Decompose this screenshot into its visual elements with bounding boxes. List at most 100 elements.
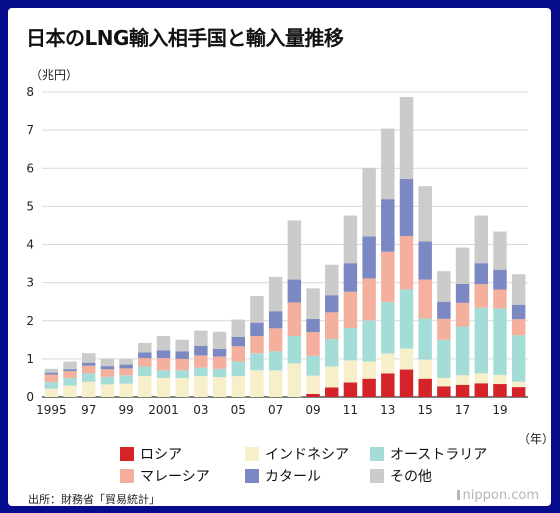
y-axis-unit-label: （兆円） (30, 68, 79, 82)
legend-item: インドネシア (245, 444, 370, 464)
legend-item: オーストラリア (370, 444, 500, 464)
x-tick-label: 05 (231, 403, 246, 417)
bar-segment-6 (100, 358, 115, 367)
bar-segment-4 (82, 365, 96, 374)
bar-segment-2 (381, 353, 395, 374)
x-tick-label: 17 (455, 403, 470, 417)
y-tick-label: 5 (26, 199, 34, 213)
bar-segment-4 (511, 319, 526, 336)
bar-segment-2 (63, 385, 77, 397)
bar-segment-4 (418, 279, 432, 319)
bar-segment-5 (194, 345, 208, 356)
bar-segment-5 (362, 236, 376, 279)
bar-segment-2 (493, 374, 507, 385)
legend-item: マレーシア (120, 466, 245, 486)
bar-segment-5 (138, 352, 152, 359)
bar-segment-4 (156, 358, 171, 371)
legend-swatch (120, 447, 134, 461)
bar-segment-3 (156, 370, 171, 378)
bar-segment-2 (362, 361, 376, 379)
bar-segment-5 (343, 263, 358, 292)
bar-segment-2 (306, 375, 320, 394)
bar-segment-3 (63, 377, 77, 386)
legend-swatch (370, 469, 384, 483)
legend-item: カタール (245, 466, 370, 486)
x-tick-label: 09 (305, 403, 320, 417)
bar-segment-6 (381, 128, 395, 200)
bar-segment-3 (250, 353, 264, 371)
bar-segment-4 (287, 302, 302, 336)
bar-segment-2 (250, 370, 264, 397)
bar-segment-3 (362, 320, 376, 362)
bar-segment-4 (138, 358, 152, 367)
bar-segment-6 (325, 264, 339, 296)
legend-swatch (120, 469, 134, 483)
bar-segment-6 (399, 96, 414, 179)
bar-segment-3 (194, 367, 208, 377)
y-tick-label: 6 (26, 161, 34, 175)
bar-segment-4 (63, 371, 77, 378)
bar-segment-2 (175, 377, 189, 397)
bar-segment-5 (474, 263, 488, 285)
legend-swatch (245, 469, 259, 483)
bar-segment-2 (437, 377, 451, 387)
bar-segment-5 (82, 362, 96, 366)
x-tick-label: 15 (418, 403, 433, 417)
bar-segment-3 (119, 375, 133, 384)
bar-segment-4 (250, 336, 264, 354)
bar-segment-4 (175, 358, 189, 371)
bar-segment-4 (381, 251, 395, 303)
bar-segment-6 (268, 276, 283, 312)
bar-segment-1 (455, 384, 470, 397)
bar-segment-4 (325, 312, 339, 340)
bar-segment-6 (287, 220, 302, 280)
x-tick-label: 97 (81, 403, 96, 417)
bar-segment-4 (362, 278, 376, 321)
bar-segment-1 (343, 382, 358, 397)
bar-segment-4 (44, 374, 59, 383)
bar-segment-5 (231, 336, 245, 347)
bar-segment-4 (455, 302, 470, 327)
bar-segment-6 (231, 319, 245, 337)
bar-segment-6 (175, 339, 189, 352)
bar-segment-6 (194, 330, 208, 346)
bar-segment-2 (44, 388, 59, 397)
bar-segment-4 (474, 284, 488, 308)
bar-segment-2 (511, 381, 526, 388)
source-note: 出所：財務省「貿易統計」 (28, 493, 160, 506)
bar-segment-3 (493, 308, 507, 375)
bar-segment-2 (418, 359, 432, 379)
bar-segment-1 (418, 378, 432, 397)
chart-frame: 日本のLNG輸入相手国と輸入量推移 （兆円） 0 1 2 3 4 5 6 7 8 1995 97 99… (8, 8, 554, 506)
legend-label: オーストラリア (390, 447, 488, 463)
legend-swatch (245, 447, 259, 461)
bar-segment-5 (418, 241, 432, 280)
bar-segment-6 (44, 368, 59, 373)
x-tick-label: 03 (193, 403, 208, 417)
bar-segment-6 (493, 231, 507, 270)
bar-segment-2 (287, 363, 302, 397)
bar-segment-5 (119, 364, 133, 369)
logo-mark-icon (456, 490, 460, 500)
logo-text: nippon.com (462, 488, 539, 503)
bar-segment-2 (156, 377, 171, 397)
bar-segment-3 (287, 336, 302, 364)
bar-segment-4 (399, 236, 414, 290)
bar-segment-6 (212, 331, 227, 349)
bar-segment-5 (325, 295, 339, 313)
bar-segment-6 (138, 342, 152, 353)
x-tick-label: 1995 (36, 403, 67, 417)
bar-segment-4 (493, 289, 507, 309)
y-tick-label: 8 (26, 85, 34, 99)
bar-segment-1 (399, 369, 414, 397)
bar-segment-5 (381, 199, 395, 252)
chart-title: 日本のLNG輸入相手国と輸入量推移 (26, 26, 344, 50)
nippon-logo: nippon.com (456, 488, 539, 503)
y-tick-label: 1 (26, 352, 34, 366)
bar-segment-4 (437, 318, 451, 340)
x-tick-label: 13 (380, 403, 395, 417)
bar-segment-4 (343, 291, 358, 328)
chart-legend: ロシア インドネシア オーストラリア マレーシア カタール その他 (120, 444, 487, 486)
legend-item: その他 (370, 466, 500, 486)
bar-segment-3 (343, 327, 358, 361)
